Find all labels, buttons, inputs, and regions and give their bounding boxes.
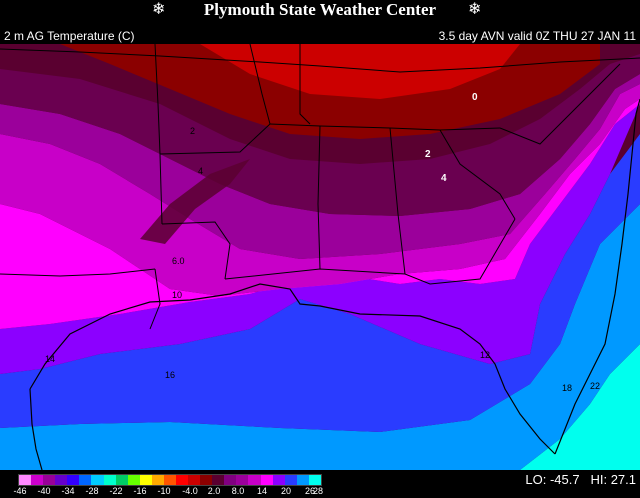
- contour-label: 4: [441, 173, 447, 184]
- legend-swatch: [188, 475, 201, 485]
- legend-swatch: [236, 475, 249, 485]
- legend-tick-label: 28: [312, 486, 324, 496]
- legend-tick-label: 8.0: [231, 486, 245, 496]
- legend-swatch: [31, 475, 44, 485]
- color-legend-labels: -46 -40 -34 -28 -22 -16 -10 -4.0 2.0 8.0 14 20 26 28: [0, 485, 340, 498]
- contour-label: 0: [472, 92, 478, 103]
- legend-swatch: [67, 475, 80, 485]
- legend-tick-label: 14: [256, 486, 268, 496]
- legend-swatch: [103, 475, 116, 485]
- state-borders: [0, 44, 640, 330]
- legend-swatch: [260, 475, 273, 485]
- legend-swatch: [139, 475, 152, 485]
- legend-swatch: [151, 475, 164, 485]
- legend-swatch: [248, 475, 261, 485]
- legend-swatch: [163, 475, 177, 485]
- legend-tick-label: -16: [133, 486, 147, 496]
- temp-band-dark-swirl: [140, 159, 250, 244]
- hi-label: HI:: [590, 472, 608, 487]
- valid-time-label: 3.5 day AVN valid 0Z THU 27 JAN 11: [438, 29, 636, 43]
- contour-label: 2: [190, 126, 195, 136]
- legend-tick-label: 26: [304, 486, 316, 496]
- temp-band-blue: [0, 134, 640, 432]
- legend-tick-label: 2.0: [207, 486, 221, 496]
- color-legend-bar: [18, 474, 322, 486]
- legend-swatch: [43, 475, 56, 485]
- contour-label: 4: [198, 166, 203, 176]
- temp-band-light-blue: [0, 204, 640, 470]
- legend-tick-label: -40: [37, 486, 51, 496]
- legend-swatch: [224, 475, 237, 485]
- contour-label: 12: [480, 350, 490, 360]
- legend-swatch: [127, 475, 140, 485]
- contour-label: 10: [172, 290, 182, 300]
- lo-label: LO:: [525, 472, 547, 487]
- legend-swatch: [115, 475, 128, 485]
- temp-band-violet: [0, 104, 640, 374]
- contour-label: 6.0: [172, 256, 185, 266]
- hurricane-icon: ❄: [468, 1, 482, 18]
- legend-swatch: [55, 475, 68, 485]
- contour-label: 18: [562, 383, 572, 393]
- legend-swatch: [212, 475, 225, 485]
- legend-swatch: [176, 475, 189, 485]
- legend-swatch: [284, 475, 297, 485]
- temp-band-magenta: [0, 99, 640, 329]
- legend-tick-label: -34: [61, 486, 75, 496]
- coastline: [29, 98, 640, 470]
- temperature-map: 0 2 4 2 4 6.0 10 12 14 16 18 22: [0, 44, 640, 470]
- legend-swatch: [91, 475, 104, 485]
- legend-swatch: [308, 475, 321, 485]
- field-label: 2 m AG Temperature (C): [4, 29, 135, 43]
- contour-label: 16: [165, 370, 175, 380]
- legend-tick-label: -46: [13, 486, 27, 496]
- min-max-readout: LO: -45.7 HI: 27.1: [525, 472, 636, 488]
- contour-label: 14: [45, 354, 55, 364]
- legend-tick-label: -10: [157, 486, 171, 496]
- hi-value: 27.1: [610, 472, 636, 487]
- temp-band-dark-purple: [0, 54, 640, 216]
- legend-tick-label: -4.0: [182, 486, 198, 496]
- temp-band-purple: [0, 74, 640, 259]
- temp-band-red: [200, 44, 520, 99]
- legend-swatch: [19, 475, 32, 485]
- page-title: Plymouth State Weather Center: [203, 0, 437, 19]
- legend-tick-label: 20: [280, 486, 292, 496]
- legend-swatch: [79, 475, 92, 485]
- legend-swatch: [272, 475, 285, 485]
- contour-label: 2: [425, 149, 431, 160]
- temp-band-cyan: [520, 344, 640, 470]
- legend-tick-label: -28: [85, 486, 99, 496]
- hurricane-icon: ❄: [152, 1, 166, 18]
- contour-label: 22: [590, 381, 600, 391]
- lo-value: -45.7: [549, 472, 580, 487]
- legend-tick-label: -22: [109, 486, 123, 496]
- legend-swatch: [200, 475, 213, 485]
- legend-swatch: [296, 475, 309, 485]
- header-bar: ❄ Plymouth State Weather Center ❄: [0, 0, 640, 28]
